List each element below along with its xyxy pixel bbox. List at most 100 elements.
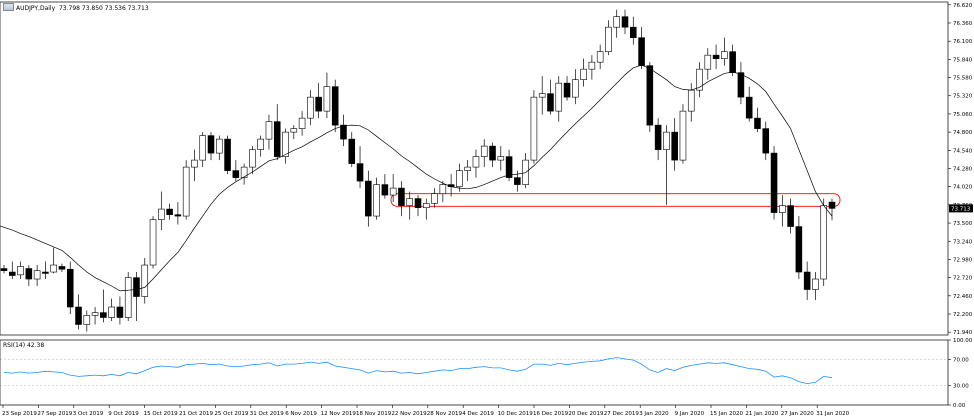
candle	[17, 261, 24, 280]
candle-body	[422, 203, 430, 208]
candle-body	[762, 128, 770, 154]
candle-body	[191, 159, 198, 168]
current-price-tag: 73.713	[949, 204, 973, 213]
candle	[530, 90, 538, 164]
date-tick-label: 9 Oct 2019	[108, 411, 139, 417]
candle	[770, 146, 778, 220]
rsi-tick-label: 100.00	[953, 338, 973, 344]
candle-body	[580, 68, 587, 80]
candle	[406, 191, 414, 220]
candle	[348, 132, 356, 168]
candle-body	[572, 79, 579, 98]
candle-body	[596, 51, 604, 63]
moving-average-line	[0, 64, 833, 292]
price-tick-label: 75.580	[953, 76, 973, 82]
date-tick-label: 3 Oct 2019	[73, 411, 104, 417]
candle-body	[472, 156, 480, 168]
candle	[116, 296, 124, 325]
candle-body	[770, 152, 778, 213]
date-tick-label: 27 Sep 2019	[37, 411, 72, 417]
candle	[447, 174, 455, 197]
candle-body	[489, 145, 496, 161]
candle-body	[414, 198, 422, 208]
rsi-tick-label: 70.00	[953, 358, 969, 364]
candle	[290, 125, 298, 140]
candle	[340, 114, 347, 147]
candle-body	[745, 96, 753, 119]
date-tick-label: 3 Jan 2020	[639, 411, 669, 417]
candle-body	[116, 306, 124, 318]
candle	[25, 265, 33, 287]
candle	[762, 121, 770, 161]
candle-body	[58, 266, 66, 270]
candle-body	[141, 264, 149, 297]
date-tick-label: 28 Nov 2019	[427, 411, 463, 417]
candle-body	[530, 96, 538, 161]
candle-body	[431, 193, 438, 204]
candle-body	[42, 271, 49, 274]
date-tick-label: 31 Oct 2019	[250, 411, 285, 417]
candle-body	[629, 26, 637, 38]
candle-body	[133, 277, 140, 297]
candle	[307, 90, 314, 126]
date-tick-label: 16 Dec 2019	[533, 411, 569, 417]
candle-body	[91, 312, 99, 316]
support-zone-box	[390, 193, 841, 207]
candle-body	[224, 138, 231, 171]
candle-body	[588, 61, 596, 70]
price-tick-label: 73.240	[953, 239, 973, 245]
candle-body	[654, 124, 662, 150]
candle	[629, 16, 637, 45]
current-price-box	[949, 204, 973, 213]
candle	[158, 191, 165, 231]
candle-body	[232, 170, 240, 178]
candle-body	[182, 166, 190, 217]
date-tick-label: 27 Jan 2020	[781, 411, 814, 417]
candle	[356, 146, 364, 189]
candle	[820, 198, 828, 287]
candle-body	[265, 121, 273, 140]
candle-body	[712, 54, 720, 59]
candle	[373, 177, 380, 220]
candle	[456, 163, 463, 192]
candle-body	[356, 163, 364, 182]
candle	[679, 104, 687, 164]
date-tick-label: 27 Dec 2019	[604, 411, 640, 417]
price-tick-label: 73.500	[953, 221, 973, 227]
candle	[381, 174, 389, 199]
candle-body	[621, 16, 629, 28]
candle-body	[0, 268, 8, 271]
candle	[646, 62, 654, 133]
candle-body	[406, 198, 414, 206]
candle-body	[249, 149, 256, 168]
price-tick-label: 75.060	[953, 112, 973, 118]
candle-body	[240, 166, 248, 178]
candle-body	[497, 156, 505, 161]
candle	[464, 160, 471, 182]
candle	[671, 118, 678, 171]
candle	[497, 146, 505, 171]
candle	[803, 261, 811, 301]
candle	[638, 27, 645, 70]
candle	[191, 149, 198, 182]
candle	[207, 132, 215, 161]
candle	[480, 139, 488, 168]
candle-body	[373, 184, 380, 217]
rsi-label: RSI(14) 42.38	[3, 342, 45, 349]
chart-window-icon	[3, 3, 14, 11]
candle-body	[33, 270, 41, 280]
rsi-tick-label: 30.00	[953, 384, 969, 390]
date-tick-label: 10 Dec 2019	[498, 411, 534, 417]
candle	[215, 135, 223, 161]
candle	[489, 142, 496, 168]
date-tick-label: 15 Oct 2019	[144, 411, 179, 417]
candle-body	[66, 268, 74, 308]
candle-body	[812, 278, 819, 290]
candle	[91, 307, 99, 325]
candle-body	[273, 121, 281, 157]
candle	[75, 294, 82, 330]
candle	[547, 79, 554, 115]
candle	[431, 188, 438, 208]
candle-body	[199, 135, 207, 161]
